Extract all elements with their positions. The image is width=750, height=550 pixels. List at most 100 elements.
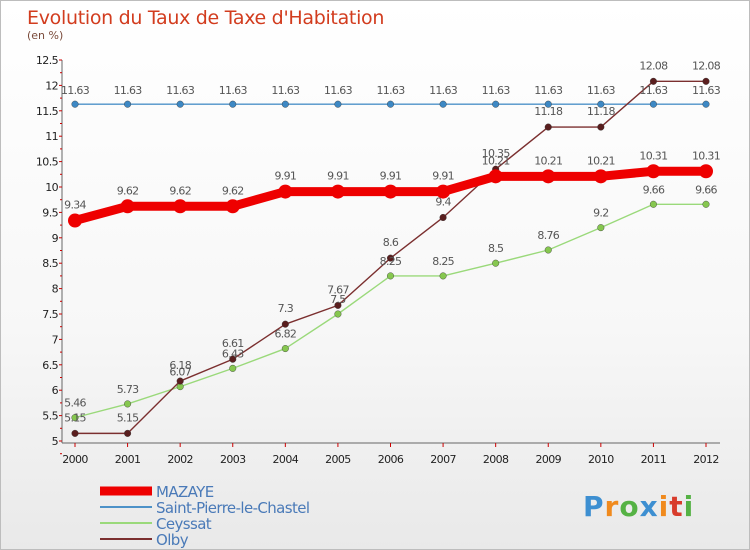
data-point <box>387 254 395 262</box>
data-point <box>439 272 447 280</box>
data-point <box>173 199 188 214</box>
data-point <box>334 100 342 108</box>
data-point <box>334 310 342 318</box>
data-label: 7.67 <box>327 283 349 296</box>
data-point <box>68 213 82 228</box>
x-tick-label: 2006 <box>378 453 404 466</box>
y-tick-label: 11 <box>45 130 58 143</box>
data-point <box>229 355 237 363</box>
x-tick-label: 2011 <box>641 453 667 466</box>
data-label: 10.21 <box>587 154 615 167</box>
data-label: 5.15 <box>64 411 86 424</box>
x-tick-label: 2008 <box>483 453 509 466</box>
data-point <box>649 77 657 85</box>
data-point <box>597 100 605 108</box>
data-point <box>71 429 79 437</box>
y-tick-label: 8.5 <box>42 257 58 270</box>
data-label: 9.91 <box>274 170 296 183</box>
data-point <box>281 345 289 353</box>
y-tick-label: 10.5 <box>36 156 59 169</box>
y-tick-label: 12 <box>45 79 58 92</box>
data-label: 11.63 <box>166 84 195 97</box>
data-point <box>544 100 552 108</box>
data-point <box>225 199 240 214</box>
y-tick-label: 8 <box>52 283 59 296</box>
data-point <box>702 77 710 85</box>
data-point <box>387 100 395 108</box>
data-point <box>646 164 661 179</box>
data-point <box>593 169 608 184</box>
data-label: 6.07 <box>169 366 191 379</box>
y-tick-label: 6.5 <box>42 359 58 372</box>
data-point <box>492 100 500 108</box>
y-tick-label: 11.5 <box>36 105 59 118</box>
y-tick-label: 9 <box>52 232 59 245</box>
data-label: 9.91 <box>432 170 454 183</box>
data-point <box>176 100 184 108</box>
data-point <box>439 213 447 221</box>
data-label: 12.08 <box>639 59 668 72</box>
data-point <box>71 100 79 108</box>
x-tick-label: 2005 <box>325 453 351 466</box>
data-label: 11.63 <box>219 84 248 97</box>
data-label: 11.63 <box>534 84 563 97</box>
y-tick-label: 7 <box>52 333 59 346</box>
x-tick-label: 2007 <box>430 453 456 466</box>
data-point <box>597 224 605 232</box>
data-label: 11.63 <box>692 84 721 97</box>
data-point <box>281 320 289 328</box>
data-point <box>702 100 710 108</box>
data-point <box>649 200 657 208</box>
x-tick-label: 2001 <box>115 453 141 466</box>
x-tick-label: 2010 <box>588 453 614 466</box>
x-tick-label: 2009 <box>535 453 561 466</box>
data-label: 6.43 <box>222 347 244 360</box>
data-label: 5.15 <box>117 411 139 424</box>
data-label: 9.91 <box>327 170 349 183</box>
data-point <box>120 199 135 214</box>
legend-label: MAZAYE <box>156 483 214 501</box>
data-label: 7.3 <box>278 302 294 315</box>
data-label: 10.31 <box>639 149 667 162</box>
data-point <box>124 100 132 108</box>
data-point <box>541 169 556 184</box>
x-tick-label: 2002 <box>167 453 193 466</box>
data-point <box>488 169 503 184</box>
data-label: 6.82 <box>274 328 296 341</box>
data-label: 11.63 <box>114 84 143 97</box>
data-label: 11.63 <box>482 84 511 97</box>
data-label: 10.21 <box>482 154 510 167</box>
data-label: 11.63 <box>377 84 406 97</box>
y-tick-label: 7.5 <box>42 308 58 321</box>
y-tick-label: 5 <box>52 435 59 448</box>
data-point <box>124 400 132 408</box>
data-label: 11.63 <box>271 84 300 97</box>
chart-unit-label: (en %) <box>27 29 64 42</box>
data-point <box>334 301 342 309</box>
data-label: 9.4 <box>435 195 451 208</box>
data-point <box>229 364 237 372</box>
y-tick-label: 12.5 <box>36 54 59 67</box>
data-label: 10.31 <box>692 149 720 162</box>
data-point <box>436 184 451 199</box>
data-label: 6.18 <box>169 359 191 372</box>
data-point <box>281 100 289 108</box>
y-tick-label: 9.5 <box>42 206 58 219</box>
x-tick-label: 2012 <box>693 453 719 466</box>
data-label: 11.18 <box>587 105 616 118</box>
data-label: 11.63 <box>429 84 458 97</box>
legend-label: Saint-Pierre-le-Chastel <box>156 499 309 517</box>
y-tick-label: 10 <box>45 181 58 194</box>
data-point <box>71 414 79 422</box>
data-point <box>702 200 710 208</box>
data-label: 8.25 <box>380 255 402 268</box>
data-label: 11.63 <box>324 84 353 97</box>
x-tick-label: 2003 <box>220 453 246 466</box>
data-label: 11.18 <box>534 105 563 118</box>
data-label: 8.76 <box>537 229 559 242</box>
data-label: 9.62 <box>117 184 139 197</box>
data-label: 9.2 <box>593 207 608 220</box>
data-label: 10.21 <box>534 154 562 167</box>
